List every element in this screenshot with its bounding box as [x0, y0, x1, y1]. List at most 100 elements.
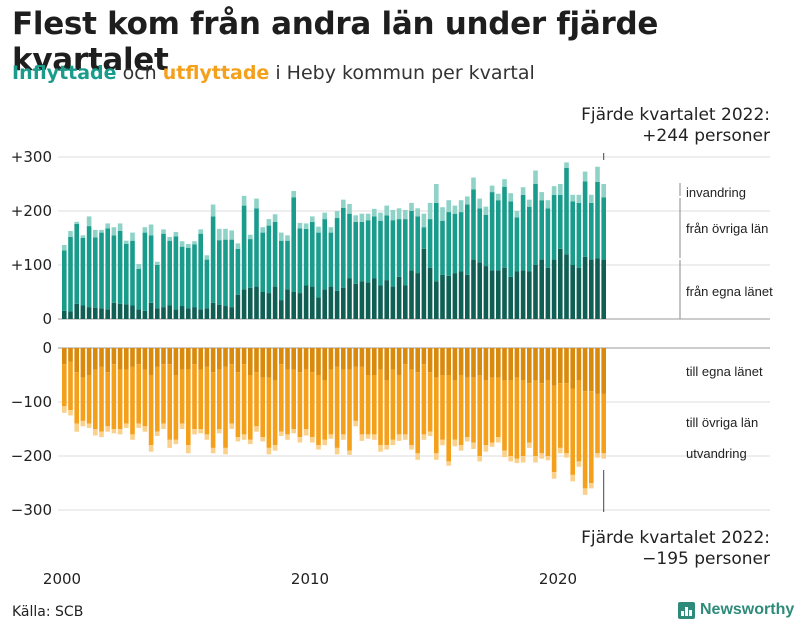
- bar-out-1: [142, 369, 148, 427]
- bar-out-1: [204, 366, 210, 435]
- y-tick-label-bottom: −300: [11, 501, 52, 519]
- bar-out-2: [148, 445, 154, 452]
- bar-out-2: [130, 434, 135, 440]
- bar-in-2: [334, 211, 340, 219]
- bar-out-1: [322, 380, 327, 440]
- bar-out-1: [241, 364, 247, 435]
- bar-out-0: [328, 348, 334, 370]
- bar-in-1: [378, 220, 383, 286]
- bar-out-2: [105, 426, 110, 432]
- bar-in-2: [161, 229, 166, 234]
- callout-bottom: Fjärde kvartalet 2022: −195 personer: [530, 528, 770, 570]
- bar-out-0: [527, 348, 532, 384]
- bar-out-1: [384, 380, 389, 446]
- bar-out-2: [99, 431, 104, 438]
- bar-in-2: [167, 236, 172, 241]
- bar-out-0: [378, 348, 383, 370]
- bar-out-0: [434, 348, 439, 378]
- bar-out-1: [601, 393, 606, 454]
- bar-in-1: [229, 239, 234, 308]
- bar-out-1: [539, 383, 544, 454]
- y-tick-label-bottom: −200: [11, 447, 52, 465]
- callout-bottom-line2: −195 personer: [642, 549, 770, 569]
- bar-in-2: [266, 219, 272, 226]
- bar-out-2: [458, 445, 464, 451]
- bar-in-0: [508, 276, 513, 319]
- bar-out-0: [489, 348, 495, 378]
- bar-out-1: [316, 375, 321, 446]
- bar-out-0: [396, 348, 402, 375]
- bar-in-1: [496, 200, 501, 271]
- bar-in-0: [285, 289, 290, 319]
- bar-in-0: [297, 293, 303, 319]
- bar-out-2: [564, 453, 569, 458]
- bar-in-1: [291, 197, 296, 292]
- bar-out-1: [124, 369, 129, 424]
- bar-out-0: [508, 348, 513, 381]
- bar-in-1: [347, 213, 352, 279]
- bar-in-1: [341, 207, 346, 288]
- bar-in-2: [601, 184, 606, 198]
- bar-in-1: [359, 221, 365, 282]
- bar-out-1: [297, 372, 303, 438]
- bar-out-1: [359, 366, 365, 435]
- bar-out-0: [229, 348, 234, 365]
- bar-out-1: [186, 369, 191, 446]
- bar-out-2: [303, 429, 309, 436]
- bar-out-2: [173, 439, 179, 445]
- bar-in-1: [303, 228, 309, 286]
- bar-in-2: [316, 226, 321, 233]
- bar-out-0: [496, 348, 501, 378]
- bar-in-1: [204, 259, 210, 309]
- bar-out-2: [372, 434, 377, 440]
- bar-out-0: [533, 348, 538, 381]
- bar-in-0: [359, 281, 365, 319]
- bar-in-2: [80, 235, 86, 238]
- bar-in-0: [229, 307, 234, 319]
- bar-out-1: [533, 380, 538, 456]
- bar-out-2: [421, 434, 427, 440]
- bar-in-0: [539, 259, 544, 319]
- bar-out-0: [148, 348, 154, 375]
- bar-out-0: [179, 348, 185, 370]
- bar-in-2: [471, 177, 476, 190]
- bar-out-0: [477, 348, 482, 375]
- bar-out-0: [322, 348, 327, 381]
- bar-out-0: [601, 348, 606, 394]
- bar-in-1: [161, 233, 166, 308]
- bar-in-0: [155, 308, 160, 319]
- bar-in-0: [527, 271, 532, 319]
- bar-in-0: [576, 267, 582, 319]
- bar-in-1: [483, 214, 489, 267]
- bar-in-2: [148, 224, 154, 236]
- bar-out-0: [415, 348, 420, 373]
- bar-out-2: [248, 439, 253, 445]
- bar-in-0: [328, 286, 334, 319]
- bar-out-0: [409, 348, 414, 370]
- bar-out-1: [465, 377, 470, 438]
- bar-out-2: [365, 434, 371, 439]
- bar-out-1: [551, 385, 557, 473]
- bar-out-2: [595, 453, 600, 458]
- bar-in-1: [62, 250, 67, 311]
- bar-in-0: [477, 262, 482, 319]
- bar-out-0: [142, 348, 148, 370]
- bar-in-1: [452, 213, 458, 274]
- y-tick-label-top: +200: [11, 202, 52, 220]
- bar-in-0: [279, 300, 284, 319]
- bar-out-1: [93, 369, 98, 429]
- bar-out-2: [582, 488, 588, 495]
- bar-in-0: [148, 302, 154, 319]
- bar-out-0: [558, 348, 563, 384]
- bar-out-1: [198, 369, 203, 429]
- bar-out-0: [198, 348, 203, 370]
- bar-out-0: [446, 348, 451, 375]
- bar-out-2: [167, 439, 172, 448]
- bar-out-0: [260, 348, 265, 378]
- bar-in-2: [217, 228, 222, 241]
- bar-in-2: [204, 255, 210, 260]
- bar-in-2: [396, 208, 402, 220]
- bar-in-0: [564, 254, 569, 319]
- bar-out-0: [359, 348, 365, 367]
- bar-out-1: [254, 372, 259, 427]
